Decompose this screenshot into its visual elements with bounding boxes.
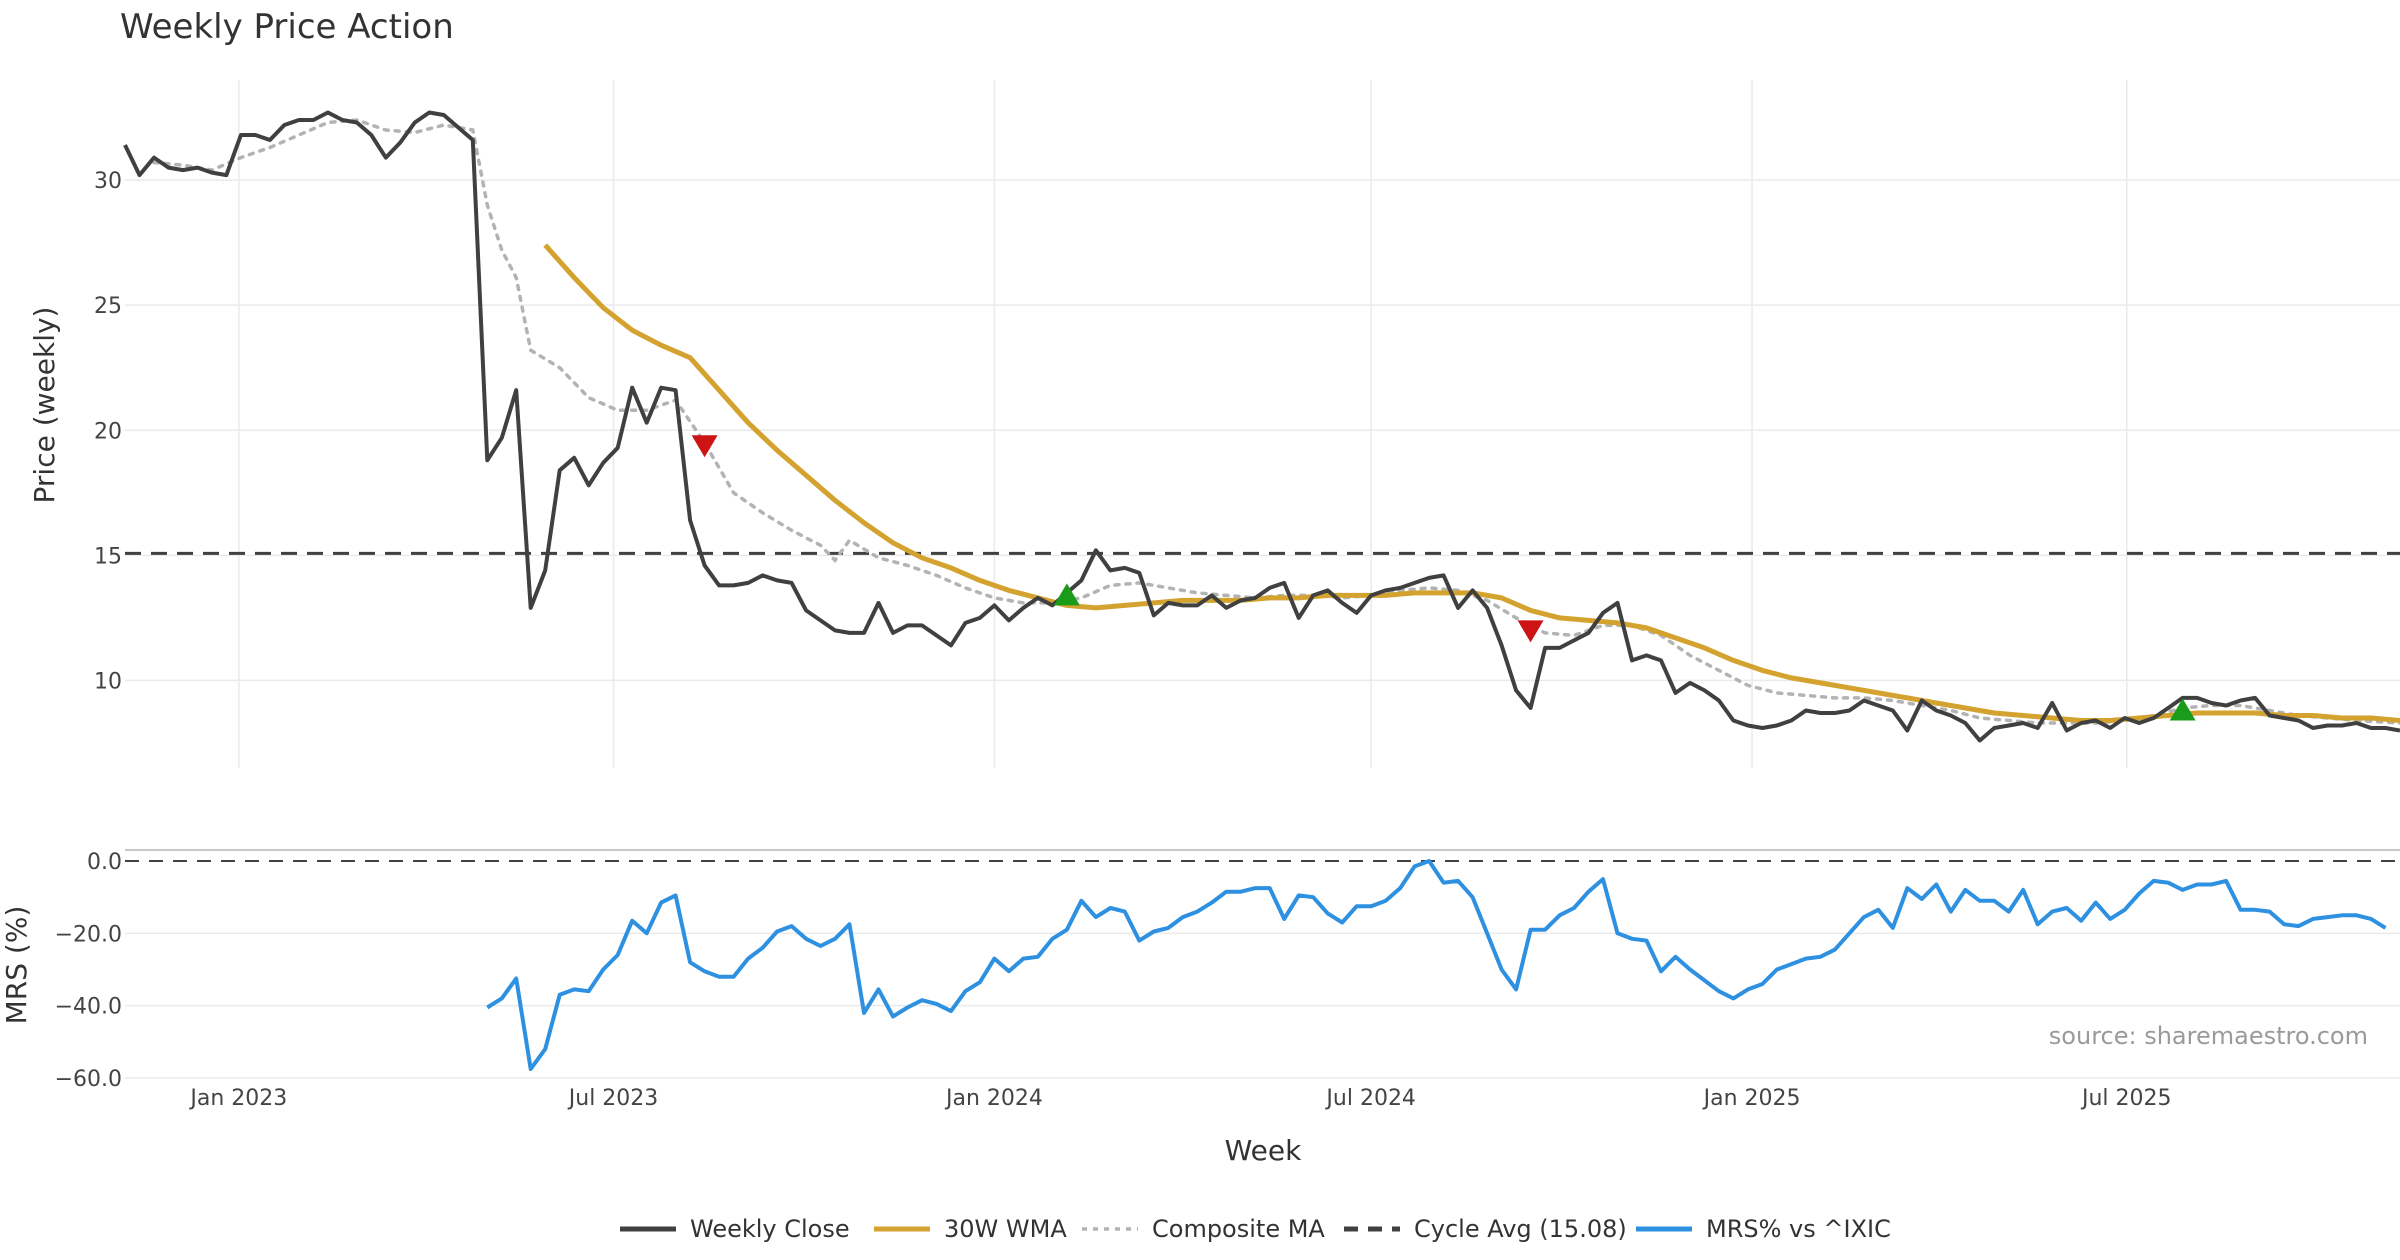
mrs-y-axis-label: MRS (%): [0, 906, 33, 1025]
sell-signal-marker: [1517, 620, 1544, 643]
legend-label: 30W WMA: [944, 1215, 1067, 1243]
mrs-y-tick: 0.0: [87, 850, 122, 875]
signal-markers: [691, 435, 2196, 721]
x-tick: Jan 2023: [188, 1086, 287, 1111]
buy-signal-marker: [2169, 698, 2196, 721]
price-y-tick: 20: [94, 419, 122, 444]
legend-label: Composite MA: [1152, 1215, 1325, 1243]
mrs-line: [486, 859, 2387, 1071]
wma-30w-line: [543, 243, 2400, 723]
mrs-y-tick-labels: 0.0 −20.0 −40.0 −60.0: [55, 850, 122, 1092]
chart-title: Weekly Price Action: [120, 7, 454, 47]
mrs-gridlines: [125, 932, 2400, 1079]
price-y-tick: 15: [94, 544, 122, 569]
mrs-y-tick: −40.0: [55, 995, 122, 1020]
source-note: source: sharemaestro.com: [2049, 1022, 2368, 1050]
buy-signal-marker: [1053, 583, 1080, 606]
x-tick: Jan 2025: [1702, 1086, 1801, 1111]
price-y-tick-labels: 10 15 20 25 30: [94, 169, 122, 694]
legend-label: MRS% vs ^IXIC: [1706, 1215, 1891, 1243]
x-axis-label: Week: [1225, 1134, 1302, 1167]
price-y-tick: 25: [94, 294, 122, 319]
x-tick: Jan 2024: [944, 1086, 1043, 1111]
sell-signal-marker: [691, 435, 718, 458]
price-y-tick: 10: [94, 669, 122, 694]
x-tick: Jul 2025: [2080, 1086, 2172, 1111]
weekly-close-line: [123, 110, 2400, 743]
composite-ma-line: [152, 118, 2400, 725]
price-y-tick: 30: [94, 169, 122, 194]
legend-label: Weekly Close: [690, 1215, 850, 1243]
price-gridlines: [125, 80, 2400, 768]
legend: Weekly Close 30W WMA Composite MA Cycle Avg…: [620, 1215, 1891, 1243]
x-tick: Jul 2024: [1324, 1086, 1416, 1111]
x-tick: Jul 2023: [567, 1086, 659, 1111]
mrs-y-tick: −60.0: [55, 1067, 122, 1092]
price-y-axis-label: Price (weekly): [28, 307, 61, 504]
x-tick-labels: Jan 2023 Jul 2023 Jan 2024 Jul 2024 Jan 2025…: [188, 1086, 2171, 1111]
mrs-y-tick: −20.0: [55, 922, 122, 947]
legend-label: Cycle Avg (15.08): [1414, 1215, 1627, 1243]
